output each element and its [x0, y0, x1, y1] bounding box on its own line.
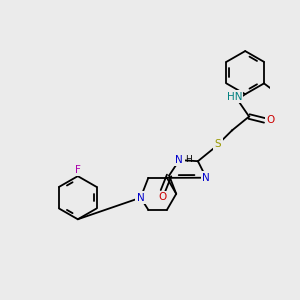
Text: O: O — [267, 116, 275, 125]
Text: N: N — [202, 173, 210, 183]
Text: F: F — [75, 165, 81, 175]
Text: HN: HN — [226, 92, 242, 101]
Text: O: O — [159, 192, 167, 202]
Text: S: S — [215, 139, 221, 149]
Text: N: N — [137, 193, 145, 203]
Text: H: H — [186, 155, 192, 164]
Text: N: N — [176, 155, 183, 165]
